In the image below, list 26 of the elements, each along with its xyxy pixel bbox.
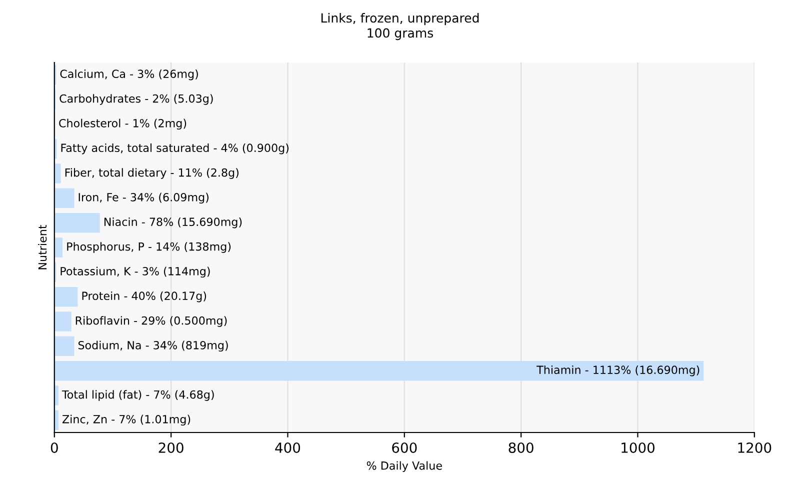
y-tick-label: Riboflavin - 29% (0.500mg) bbox=[76, 316, 227, 327]
chart-subtitle: 100 grams bbox=[368, 28, 434, 40]
y-tick-label: Iron, Fe - 34% (6.09mg) bbox=[78, 192, 208, 204]
x-tick-label: 600 bbox=[392, 442, 417, 453]
y-tick-label: Phosphorus, P - 14% (138mg) bbox=[67, 242, 231, 253]
y-tick-label: Thiamin - 1113% (16.690mg) bbox=[536, 365, 700, 376]
x-tick-label: 1000 bbox=[622, 442, 654, 453]
x-tick-label: 400 bbox=[275, 442, 300, 453]
y-tick-label: Potassium, K - 3% (114mg) bbox=[60, 266, 210, 278]
chart-title: Links, frozen, unprepared bbox=[321, 13, 479, 26]
y-tick-label: Total lipid (fat) - 7% (4.68g) bbox=[62, 390, 214, 401]
x-axis-title: % Daily Value bbox=[366, 461, 442, 472]
y-tick-label: Cholesterol - 1% (2mg) bbox=[59, 118, 186, 130]
x-tick-label: 1200 bbox=[738, 442, 772, 453]
y-tick-label: Zinc, Zn - 7% (1.01mg) bbox=[62, 414, 190, 426]
y-tick-label: Fatty acids, total saturated - 4% (0.900g) bbox=[61, 143, 289, 154]
x-tick-label: 0 bbox=[50, 442, 58, 453]
y-tick-label: Sodium, Na - 34% (819mg) bbox=[78, 340, 228, 352]
x-tick-label: 800 bbox=[508, 442, 534, 453]
y-tick-label: Protein - 40% (20.17g) bbox=[82, 291, 206, 302]
y-axis-title: Nutrient bbox=[38, 224, 47, 270]
y-tick-label: Calcium, Ca - 3% (26mg) bbox=[60, 69, 198, 80]
y-tick-label: Niacin - 78% (15.690mg) bbox=[104, 217, 242, 228]
y-tick-label: Fiber, total dietary - 11% (2.8g) bbox=[65, 168, 238, 179]
x-tick-label: 200 bbox=[158, 442, 184, 453]
y-tick-label: Carbohydrates - 2% (5.03g) bbox=[60, 94, 213, 105]
